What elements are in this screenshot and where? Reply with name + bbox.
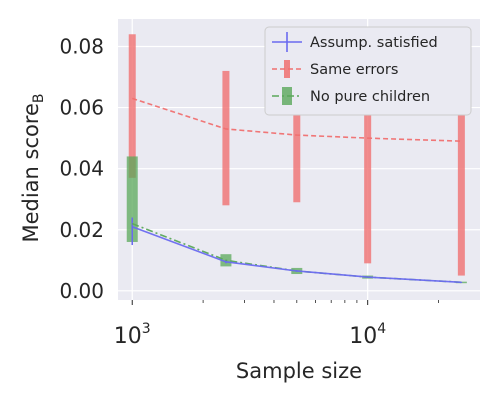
x-ticks: 103 104 [114,300,439,349]
legend-marker [282,87,292,105]
series-line [131,225,462,284]
error-bar [131,217,133,246]
legend-label: No pure children [310,89,430,105]
y-tick-label: 0.02 [59,218,104,242]
x-tick-base: 10 [114,324,142,349]
error-bar [460,281,463,283]
series-line [131,97,462,142]
y-axis-title: Median scoreB [19,93,47,242]
y-tick-label: 0.00 [59,279,104,303]
legend-marker [284,60,290,78]
legend: Assump. satisfied Same errors No pure chil… [264,26,472,116]
x-tick-exponent: 3 [142,321,151,337]
x-axis-title: Sample size [236,359,362,383]
x-tick-base: 10 [349,324,377,349]
y-ticks: 0.00 0.02 0.04 0.06 0.08 [59,34,104,302]
error-bar [364,86,372,264]
y-tick-label: 0.04 [59,157,104,181]
series-lines [131,97,462,284]
error-bar [457,83,465,276]
error-bar [222,70,230,206]
x-tick-exponent: 4 [377,321,386,337]
error-bar [293,80,301,203]
legend-label: Same errors [310,62,398,78]
legend-frame [264,26,472,116]
error-bar [126,156,138,242]
y-tick-label: 0.06 [59,96,104,120]
y-tick-label: 0.08 [59,34,104,58]
legend-label: Assump. satisfied [310,35,438,51]
error-bar [128,34,136,178]
y-axis-title-main: Median score [19,103,43,242]
legend-entries: Assump. satisfied Same errors No pure chil… [272,32,438,105]
x-tick-label: 103 [114,321,151,349]
y-axis-title-subscript: B [31,93,47,103]
x-tick-label: 104 [349,321,386,349]
